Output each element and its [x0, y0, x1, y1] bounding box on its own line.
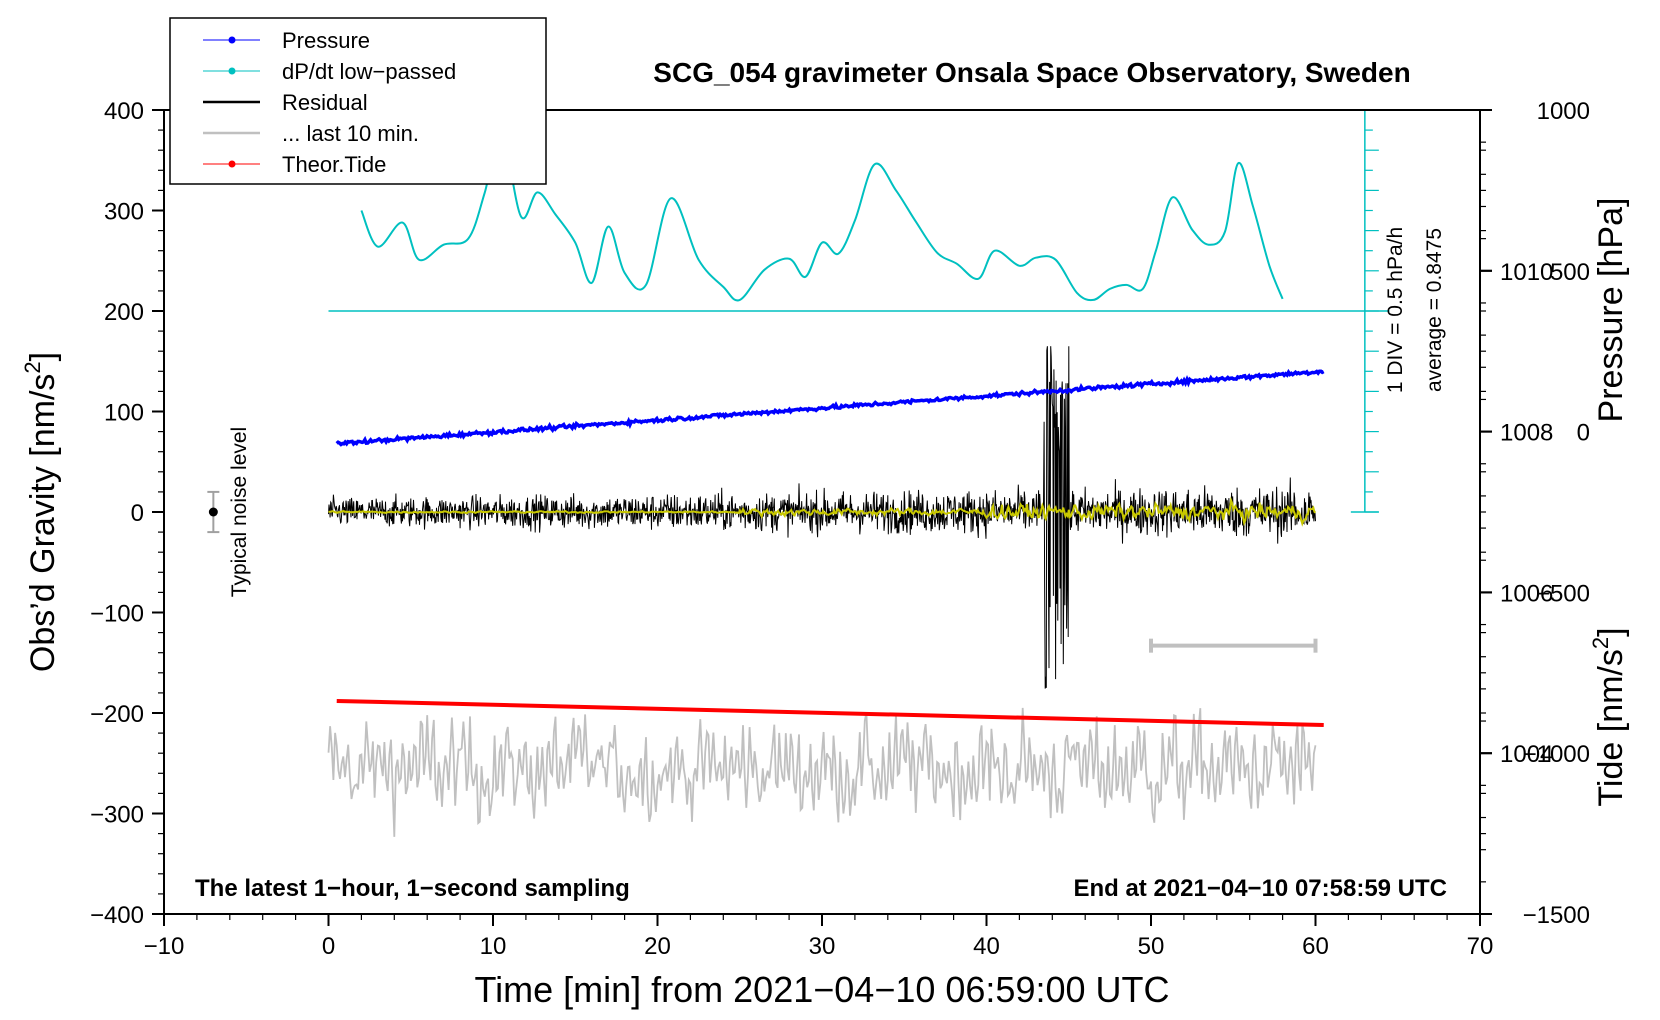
y-tick-label: 100 [104, 400, 144, 427]
y-axis-label-left-end: ] [24, 352, 62, 361]
tide-tick-label: 0 [1577, 420, 1590, 447]
pressure-tick-label: 1010 [1500, 259, 1553, 286]
y-axis-label-left: Obs’d Gravity [nm/s2] [20, 352, 62, 672]
legend-marker [228, 160, 236, 168]
x-tick-label: 50 [1138, 933, 1165, 960]
tide-tick-label: −1000 [1523, 741, 1590, 768]
legend-label: ... last 10 min. [282, 121, 419, 146]
y-axis-label-tide-end: ] [1592, 627, 1630, 636]
y-axis-label-left-main: Obs’d Gravity [nm/s [24, 374, 62, 673]
series-residual [328, 346, 1316, 689]
legend-label: Theor.Tide [282, 152, 386, 177]
y-tick-label: 0 [131, 500, 144, 527]
pressure-tick-label: 1008 [1500, 420, 1553, 447]
tide-tick-label: −1500 [1523, 902, 1590, 929]
noise-bar-dot [208, 507, 218, 517]
x-tick-label: 10 [480, 933, 507, 960]
series-filtered-residual [328, 496, 1317, 527]
x-tick-label: 20 [644, 933, 671, 960]
y-tick-label: 200 [104, 299, 144, 326]
legend-marker [228, 36, 236, 44]
x-axis-label: Time [min] from 2021−04−10 06:59:00 UTC [474, 969, 1169, 1010]
x-tick-label: 30 [809, 933, 836, 960]
x-tick-label: 70 [1467, 933, 1494, 960]
x-tick-label: 0 [322, 933, 335, 960]
series-pressure [335, 368, 1325, 447]
series-theoretical-tide [336, 698, 1324, 728]
chart-title: SCG_054 gravimeter Onsala Space Observat… [653, 57, 1410, 88]
x-tick-label: 60 [1302, 933, 1329, 960]
tide-tick-label: −500 [1536, 580, 1590, 607]
tide-tick-label: 1000 [1537, 98, 1590, 125]
annotation-sampling: The latest 1−hour, 1−second sampling [195, 875, 630, 902]
legend-marker [228, 67, 236, 75]
axis-ticks: −10 0 10 20 30 40 50 60 704003002001000−100−200−… [90, 98, 1590, 960]
y-axis-label-left-sup: 2 [20, 361, 45, 373]
x-tick-label: −10 [144, 933, 185, 960]
y-axis-label-pressure: Pressure [hPa] [1592, 198, 1630, 423]
dpdt-division-label: 1 DIV = 0.5 hPa/h [1384, 227, 1407, 393]
y-tick-label: 400 [104, 98, 144, 125]
y-tick-label: −200 [90, 701, 144, 728]
y-tick-label: −400 [90, 902, 144, 929]
series-layer [207, 109, 1390, 837]
tide-tick-label: 500 [1550, 259, 1590, 286]
dpdt-average-label: average = 0.8475 [1423, 228, 1446, 392]
annotation-end-time: End at 2021−04−10 07:58:59 UTC [1073, 875, 1447, 902]
pressure-tick-label: 1004 [1500, 741, 1553, 768]
legend-label: Residual [282, 90, 368, 115]
y-tick-label: −100 [90, 601, 144, 628]
y-axis-label-tide-main: Tide [nm/s [1592, 649, 1630, 806]
y-tick-label: −300 [90, 802, 144, 829]
legend-label: Pressure [282, 28, 370, 53]
pressure-tick-label: 1006 [1500, 580, 1553, 607]
y-axis-label-tide-sup: 2 [1588, 637, 1613, 649]
y-axis-label-tide: Tide [nm/s2] [1588, 627, 1630, 806]
series-dpdt-low-passed [360, 131, 1284, 302]
legend: Pressure dP/dt low−passed Residual ... last… [169, 17, 547, 185]
y-tick-label: 300 [104, 199, 144, 226]
series-last-10-min [327, 707, 1317, 837]
legend-label: dP/dt low−passed [282, 59, 456, 84]
x-tick-label: 40 [973, 933, 1000, 960]
noise-level-label: Typical noise level [228, 427, 251, 597]
